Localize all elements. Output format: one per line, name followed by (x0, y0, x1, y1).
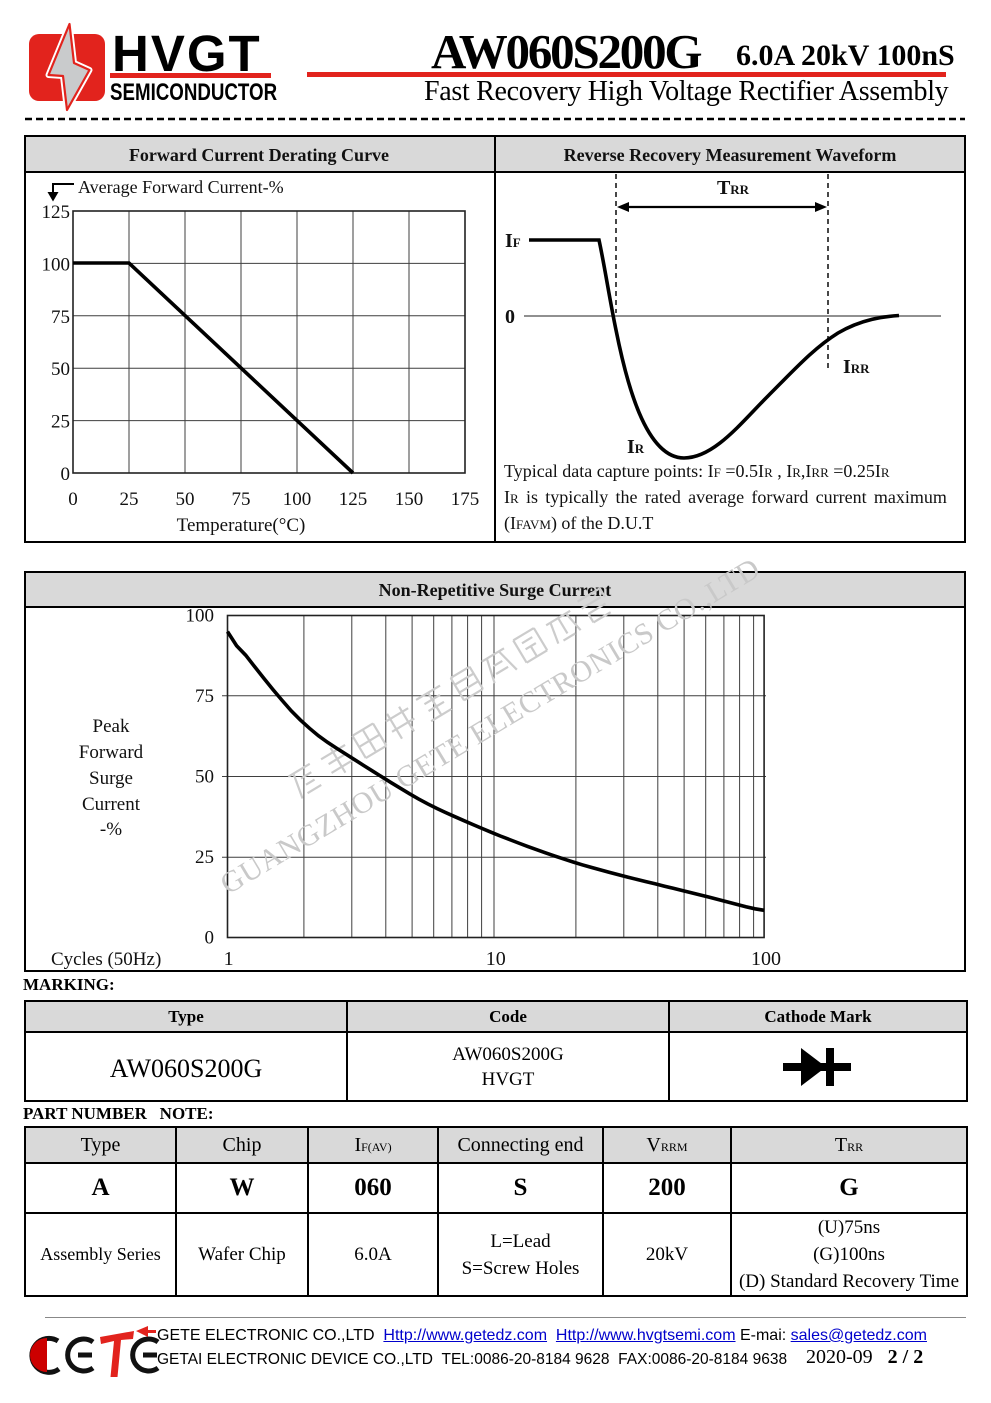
svg-text:Peak: Peak (93, 716, 130, 737)
svg-text:75: 75 (232, 489, 251, 510)
svg-text:TRR: TRR (717, 177, 750, 199)
svg-text:Average Forward Current-%: Average Forward Current-% (78, 177, 284, 197)
svg-text:0: 0 (205, 928, 215, 949)
svg-text:100: 100 (751, 948, 781, 970)
svg-text:IRR: IRR (843, 356, 870, 378)
svg-text:Surge: Surge (89, 768, 133, 789)
svg-text:Forward Current Derating Curve: Forward Current Derating Curve (129, 145, 389, 165)
svg-text:50: 50 (176, 489, 195, 510)
svg-text:50: 50 (51, 359, 70, 380)
svg-text:175: 175 (451, 489, 480, 510)
svg-text:Current: Current (82, 794, 141, 815)
svg-text:25: 25 (195, 847, 214, 868)
svg-text:IR is typically the rated aver: IR is typically the rated average forwar… (504, 487, 947, 507)
svg-text:Temperature(°C): Temperature(°C) (177, 515, 306, 536)
svg-text:100: 100 (283, 489, 312, 510)
svg-text:-%: -% (100, 819, 122, 840)
svg-text:75: 75 (195, 686, 214, 707)
svg-text:50: 50 (195, 767, 214, 788)
svg-text:Non-Repetitive Surge Current: Non-Repetitive Surge Current (379, 580, 612, 600)
svg-text:150: 150 (395, 489, 424, 510)
svg-text:75: 75 (51, 307, 70, 328)
svg-text:25: 25 (120, 489, 139, 510)
svg-text:10: 10 (486, 948, 506, 970)
svg-text:Reverse Recovery Measurement W: Reverse Recovery Measurement Waveform (564, 145, 897, 165)
svg-text:IR: IR (627, 436, 645, 458)
svg-text:1: 1 (224, 948, 234, 970)
svg-text:Forward: Forward (79, 742, 144, 763)
svg-text:0: 0 (68, 489, 78, 510)
svg-text:125: 125 (42, 202, 71, 223)
svg-text:0: 0 (505, 306, 515, 328)
svg-text:125: 125 (339, 489, 368, 510)
svg-text:0: 0 (61, 464, 71, 485)
svg-text:25: 25 (51, 412, 70, 433)
svg-text:100: 100 (186, 606, 215, 627)
svg-text:IF: IF (505, 230, 521, 252)
svg-text:(IFAVM) of the D.U.T: (IFAVM) of the D.U.T (504, 513, 653, 534)
svg-text:Typical data capture points: I: Typical data capture points: IF =0.5IR ,… (504, 461, 890, 481)
svg-text:100: 100 (42, 254, 71, 275)
svg-text:Cycles (50Hz): Cycles (50Hz) (51, 949, 161, 970)
